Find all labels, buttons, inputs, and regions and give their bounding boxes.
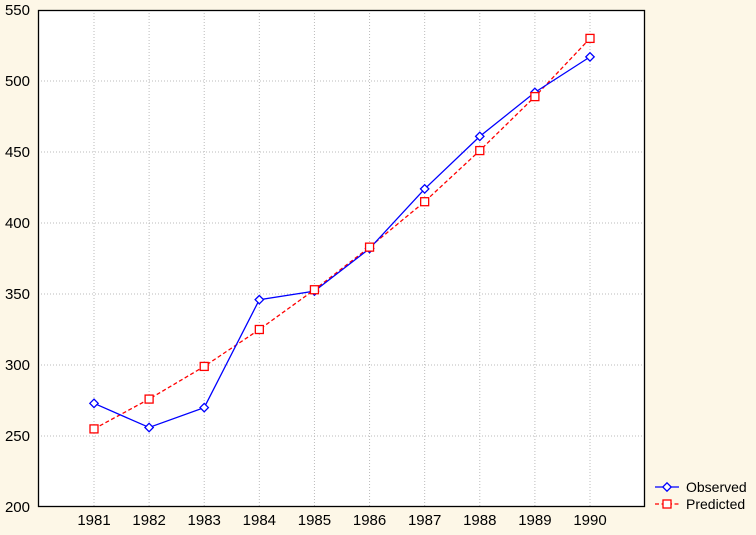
svg-text:1983: 1983 <box>188 512 221 529</box>
svg-text:200: 200 <box>5 499 30 516</box>
svg-text:1987: 1987 <box>408 512 441 529</box>
svg-text:450: 450 <box>5 144 30 161</box>
svg-text:350: 350 <box>5 286 30 303</box>
svg-text:Observed: Observed <box>686 479 747 495</box>
svg-text:250: 250 <box>5 428 30 445</box>
svg-text:Predicted: Predicted <box>686 496 745 512</box>
svg-text:1989: 1989 <box>518 512 551 529</box>
svg-text:1984: 1984 <box>243 512 276 529</box>
svg-text:1982: 1982 <box>132 512 165 529</box>
svg-text:1985: 1985 <box>298 512 331 529</box>
svg-text:500: 500 <box>5 73 30 90</box>
svg-text:1981: 1981 <box>77 512 110 529</box>
svg-text:1988: 1988 <box>463 512 496 529</box>
svg-text:400: 400 <box>5 215 30 232</box>
svg-text:550: 550 <box>5 2 30 19</box>
svg-text:1990: 1990 <box>573 512 606 529</box>
svg-text:300: 300 <box>5 357 30 374</box>
svg-text:1986: 1986 <box>353 512 386 529</box>
